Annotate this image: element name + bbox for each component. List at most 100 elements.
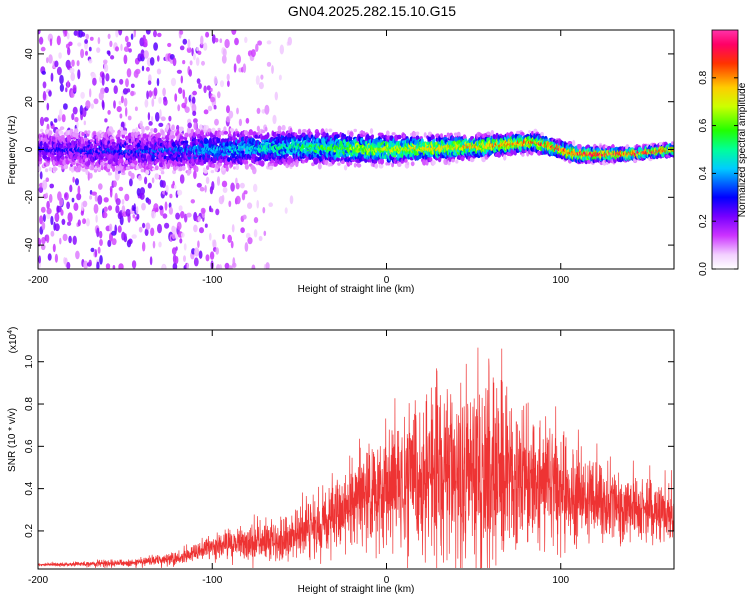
heatmap-cell (121, 133, 126, 139)
heatmap-cell (97, 167, 101, 171)
heatmap-cell (38, 30, 41, 35)
heatmap-cell (171, 233, 176, 240)
heatmap-cell (195, 166, 199, 173)
heatmap-cell (211, 163, 216, 169)
heatmap-cell (240, 227, 245, 234)
heatmap-cell (343, 164, 348, 171)
heatmap-cell (197, 216, 201, 222)
heatmap-cell (54, 253, 59, 263)
heatmap-cell (244, 242, 249, 252)
heatmap-cell (115, 30, 119, 38)
heatmap-cell (278, 74, 282, 81)
heatmap-cell (521, 153, 525, 157)
heatmap-cell (179, 30, 184, 35)
heatmap-cell (40, 128, 44, 133)
heatmap-cell (46, 234, 50, 243)
heatmap-cell (242, 214, 247, 220)
heatmap-cell (255, 75, 260, 85)
heatmap-cell (229, 128, 234, 132)
heatmap-cell (140, 169, 145, 173)
heatmap-cell (96, 261, 100, 269)
heatmap-cell (199, 124, 203, 130)
heatmap-cell (182, 89, 186, 100)
heatmap-cell (231, 262, 237, 269)
heatmap-cell (158, 122, 164, 127)
heatmap-cell (39, 116, 45, 127)
heatmap-cell (193, 122, 198, 131)
heatmap-cell (170, 135, 176, 139)
heatmap-cell (210, 96, 216, 103)
heatmap-cell (60, 209, 64, 216)
heatmap-cell (176, 135, 180, 141)
heatmap-cell (317, 163, 322, 170)
heatmap-cell (353, 128, 358, 133)
heatmap-cell (172, 226, 177, 235)
heatmap-cell (160, 129, 165, 136)
heatmap-cell (100, 165, 104, 171)
heatmap-cell (87, 130, 91, 134)
heatmap-cell (155, 207, 159, 213)
heatmap-cell (71, 59, 75, 67)
heatmap-cell (203, 169, 208, 174)
heatmap-cell (162, 264, 166, 269)
heatmap-cell (274, 91, 278, 101)
heatmap-cell (76, 121, 79, 129)
heatmap-cell (61, 218, 66, 225)
heatmap-cell (124, 193, 130, 202)
heatmap-cell (242, 63, 247, 73)
heatmap-cell (109, 40, 113, 47)
heatmap-cell (138, 226, 143, 233)
heatmap-cell (179, 135, 185, 141)
heatmap-cell (218, 264, 223, 269)
heatmap-cell (451, 158, 455, 163)
heatmap-cell (268, 165, 274, 171)
heatmap-cell (111, 138, 115, 143)
heatmap-cell (164, 222, 170, 229)
heatmap-cell (227, 234, 232, 243)
heatmap-cell (85, 218, 90, 227)
heatmap-cell (192, 110, 197, 117)
heatmap-cell (415, 131, 420, 136)
heatmap-cell (193, 257, 199, 267)
heatmap-cell (59, 237, 62, 245)
heatmap-cell (172, 262, 178, 269)
heatmap-cell (180, 75, 183, 84)
heatmap-cell (191, 103, 197, 113)
heatmap-cell (153, 128, 158, 133)
heatmap-cell (177, 104, 181, 112)
heatmap-cell (73, 202, 79, 211)
heatmap-cell (157, 137, 162, 142)
heatmap-cell (257, 40, 262, 46)
heatmap-cell (102, 101, 105, 111)
heatmap-cell (126, 41, 131, 48)
heatmap-cell (196, 182, 202, 188)
heatmap-cell (50, 121, 53, 126)
heatmap-cell (107, 110, 111, 115)
heatmap-cell (48, 167, 53, 172)
heatmap-cell (48, 90, 52, 97)
heatmap-cell (101, 72, 105, 81)
heatmap-cell (89, 139, 94, 143)
heatmap-cell (85, 169, 89, 175)
heatmap-cell (199, 227, 204, 234)
heatmap-cell (245, 117, 250, 124)
heatmap-cell (193, 118, 198, 124)
heatmap-cell (125, 208, 131, 217)
heatmap-cell (221, 194, 225, 203)
heatmap-cell (272, 114, 277, 125)
heatmap-cell (113, 100, 116, 109)
heatmap-cell (209, 232, 212, 241)
heatmap-cell (47, 253, 52, 261)
heatmap-cell (135, 127, 139, 133)
heatmap-cell (81, 132, 85, 136)
heatmap-cell (123, 54, 128, 65)
heatmap-cell (59, 126, 65, 131)
heatmap-cell (144, 126, 150, 131)
heatmap-cell (186, 212, 192, 218)
heatmap-cell (214, 118, 219, 126)
heatmap-cell (141, 126, 145, 134)
heatmap-cell (107, 163, 111, 169)
heatmap-cell (83, 120, 87, 126)
heatmap-cell (85, 100, 91, 109)
heatmap-cell (190, 199, 195, 204)
